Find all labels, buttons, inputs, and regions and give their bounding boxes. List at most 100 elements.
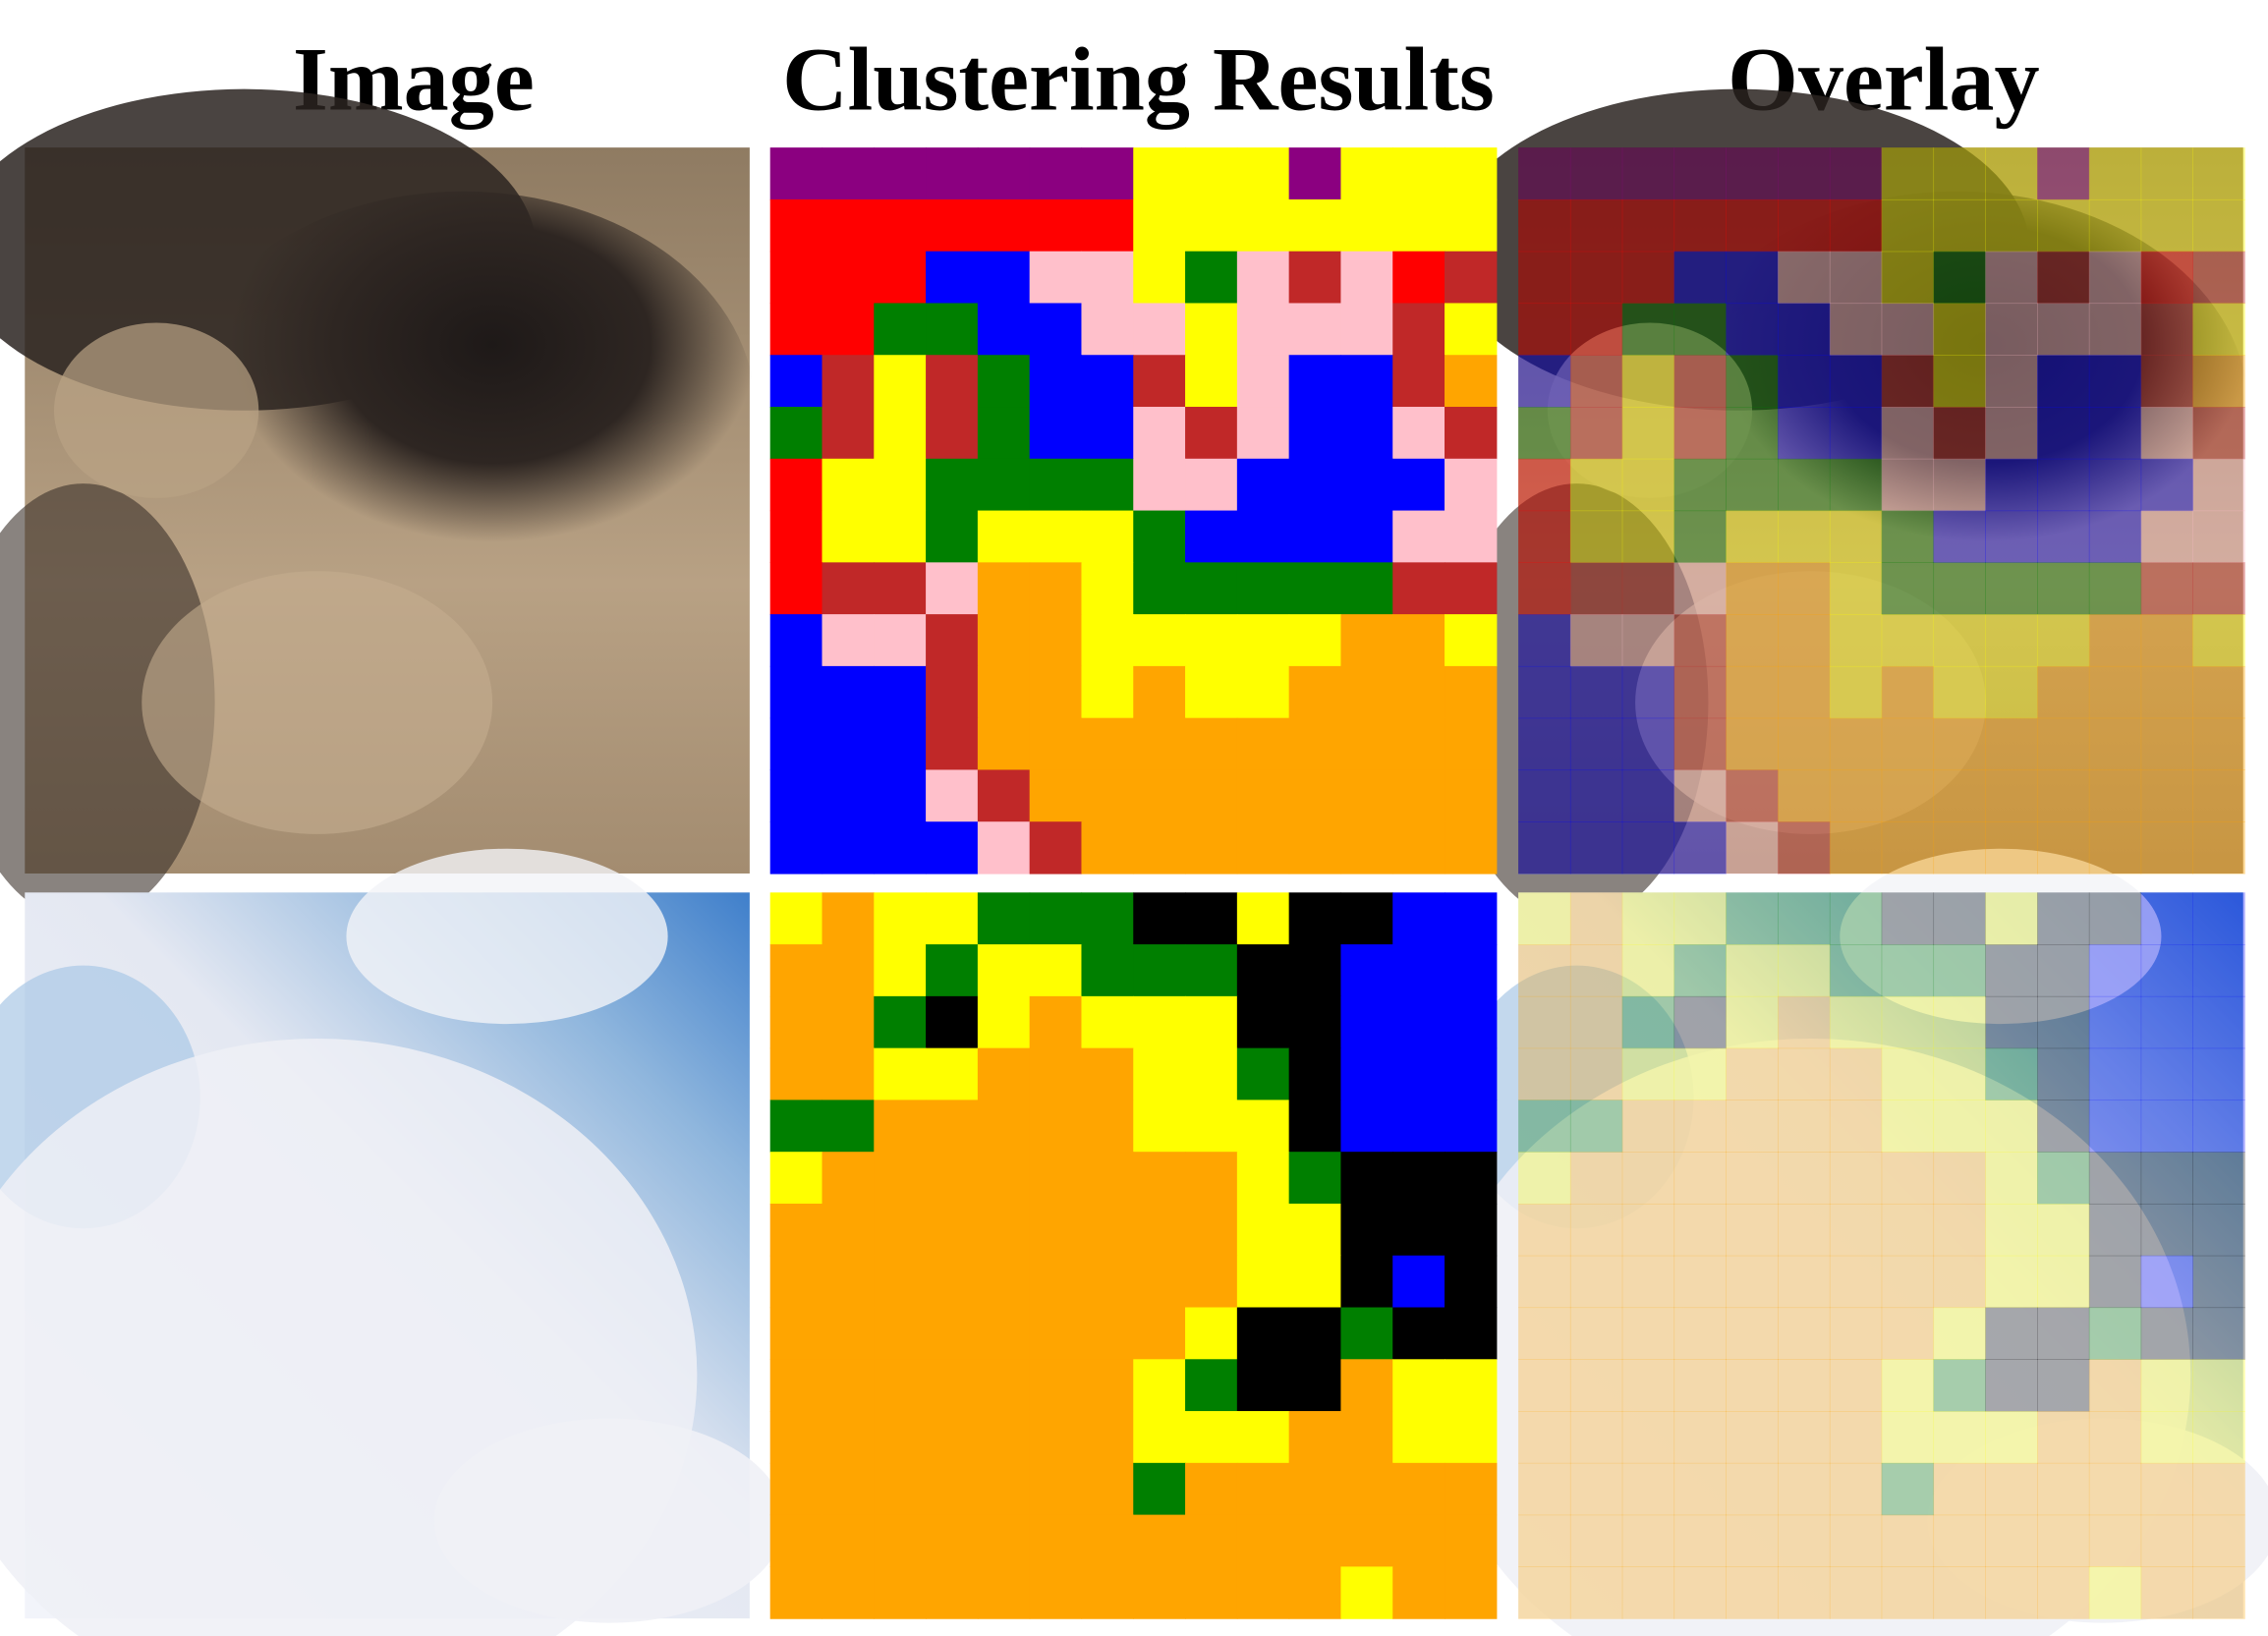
cluster-cell xyxy=(1778,821,1831,874)
cluster-cell xyxy=(2037,1462,2090,1516)
cluster-cell xyxy=(926,614,979,667)
cluster-cell xyxy=(1288,407,1342,460)
cluster-cell xyxy=(1829,769,1883,822)
cluster-cell xyxy=(1288,1203,1342,1257)
cluster-cell xyxy=(1569,458,1623,512)
cluster-cell xyxy=(926,303,979,356)
cluster-cell xyxy=(822,614,875,667)
cluster-cell xyxy=(769,1307,823,1360)
photo xyxy=(0,88,756,923)
cluster-cell xyxy=(977,892,1031,945)
cluster-cell xyxy=(1518,147,1571,200)
cluster-cell xyxy=(1518,769,1571,822)
cluster-cell xyxy=(1288,1255,1342,1309)
cluster-cell xyxy=(1985,355,2038,408)
cluster-cell xyxy=(822,1462,875,1516)
cluster-cell xyxy=(769,1462,823,1516)
cluster-cell xyxy=(1340,147,1393,200)
cluster-cell xyxy=(1518,1514,1571,1567)
cluster-cell xyxy=(1569,303,1623,356)
cluster-cell xyxy=(1445,717,1498,771)
cluster-cell xyxy=(1081,458,1134,512)
cluster-cell xyxy=(1392,821,1446,874)
cluster-cell xyxy=(874,147,927,200)
cluster-cell xyxy=(1778,251,1831,305)
cluster-cell xyxy=(822,1255,875,1309)
cluster-cell xyxy=(1133,892,1186,945)
cluster-cell xyxy=(1185,1514,1238,1567)
cluster-cell xyxy=(1236,665,1290,719)
cluster-cell xyxy=(1569,407,1623,460)
cluster-cell xyxy=(1288,198,1342,253)
cluster-cell xyxy=(1933,1203,1986,1257)
cluster-cell xyxy=(1288,147,1342,200)
cluster-cell xyxy=(1185,1203,1238,1257)
cluster-cell xyxy=(1288,1411,1342,1464)
cluster-cell xyxy=(822,892,875,945)
cluster-cell xyxy=(1288,665,1342,719)
cluster-cell xyxy=(1778,407,1831,460)
cluster-cell xyxy=(1829,1462,1883,1516)
cluster-cell xyxy=(1829,407,1883,460)
cluster-cell xyxy=(2037,147,2090,200)
cluster-cell xyxy=(2192,1307,2245,1360)
cluster-cell xyxy=(1445,769,1498,822)
cluster-cell xyxy=(926,665,979,719)
cluster-cell xyxy=(1392,995,1446,1049)
cluster-cell xyxy=(1569,355,1623,408)
cluster-cell xyxy=(822,1359,875,1412)
cluster-cell xyxy=(1726,769,1779,822)
cluster-cell xyxy=(2088,717,2142,771)
cluster-cell xyxy=(1133,303,1186,356)
cluster-cell xyxy=(1133,1100,1186,1153)
cluster-cell xyxy=(1569,1307,1623,1360)
cluster-cell xyxy=(2037,562,2090,615)
cluster-cell xyxy=(1029,892,1083,945)
cluster-cell xyxy=(1288,1152,1342,1205)
cluster-cell xyxy=(1340,1307,1393,1360)
cluster-cell xyxy=(1445,355,1498,408)
cluster-cell xyxy=(1445,995,1498,1049)
cluster-cell xyxy=(1185,147,1238,200)
cluster-cell xyxy=(769,1514,823,1567)
cluster-cell xyxy=(1673,614,1727,667)
cluster-cell xyxy=(1621,995,1675,1049)
cluster-cell xyxy=(2192,1255,2245,1309)
cluster-cell xyxy=(1673,251,1727,305)
cluster-cell xyxy=(1288,769,1342,822)
cluster-cell xyxy=(2088,198,2142,253)
cluster-cell xyxy=(977,510,1031,563)
cluster-cell xyxy=(1829,1047,1883,1101)
cluster-cell xyxy=(1726,251,1779,305)
cluster-cell xyxy=(1236,717,1290,771)
cluster-cell xyxy=(1392,1152,1446,1205)
cluster-cell xyxy=(1133,458,1186,512)
cluster-cell xyxy=(2088,1203,2142,1257)
cluster-cell xyxy=(1778,1359,1831,1412)
cluster-cell xyxy=(1985,251,2038,305)
cluster-cell xyxy=(769,1152,823,1205)
cluster-cell xyxy=(926,407,979,460)
cluster-cell xyxy=(1392,1203,1446,1257)
cluster-cell xyxy=(1985,1203,2038,1257)
cluster-cell xyxy=(2140,198,2194,253)
cluster-cell xyxy=(769,944,823,997)
cluster-cell xyxy=(2088,407,2142,460)
cluster-cell xyxy=(1340,1255,1393,1309)
cluster-cell xyxy=(1778,1203,1831,1257)
cluster-cell xyxy=(874,614,927,667)
cluster-cell xyxy=(1778,147,1831,200)
cluster-cell xyxy=(1881,198,1935,253)
cluster-cell xyxy=(1569,769,1623,822)
cluster-cell xyxy=(1778,717,1831,771)
cluster-cell xyxy=(1621,1047,1675,1101)
cluster-cell xyxy=(1236,458,1290,512)
cluster-cell xyxy=(2140,1359,2194,1412)
cluster-cell xyxy=(1288,995,1342,1049)
cluster-cell xyxy=(2088,1152,2142,1205)
cluster-cell xyxy=(1392,1514,1446,1567)
cluster-cell xyxy=(926,1462,979,1516)
cluster-cell xyxy=(1881,147,1935,200)
cluster-cell xyxy=(1673,821,1727,874)
cluster-cell xyxy=(2037,198,2090,253)
